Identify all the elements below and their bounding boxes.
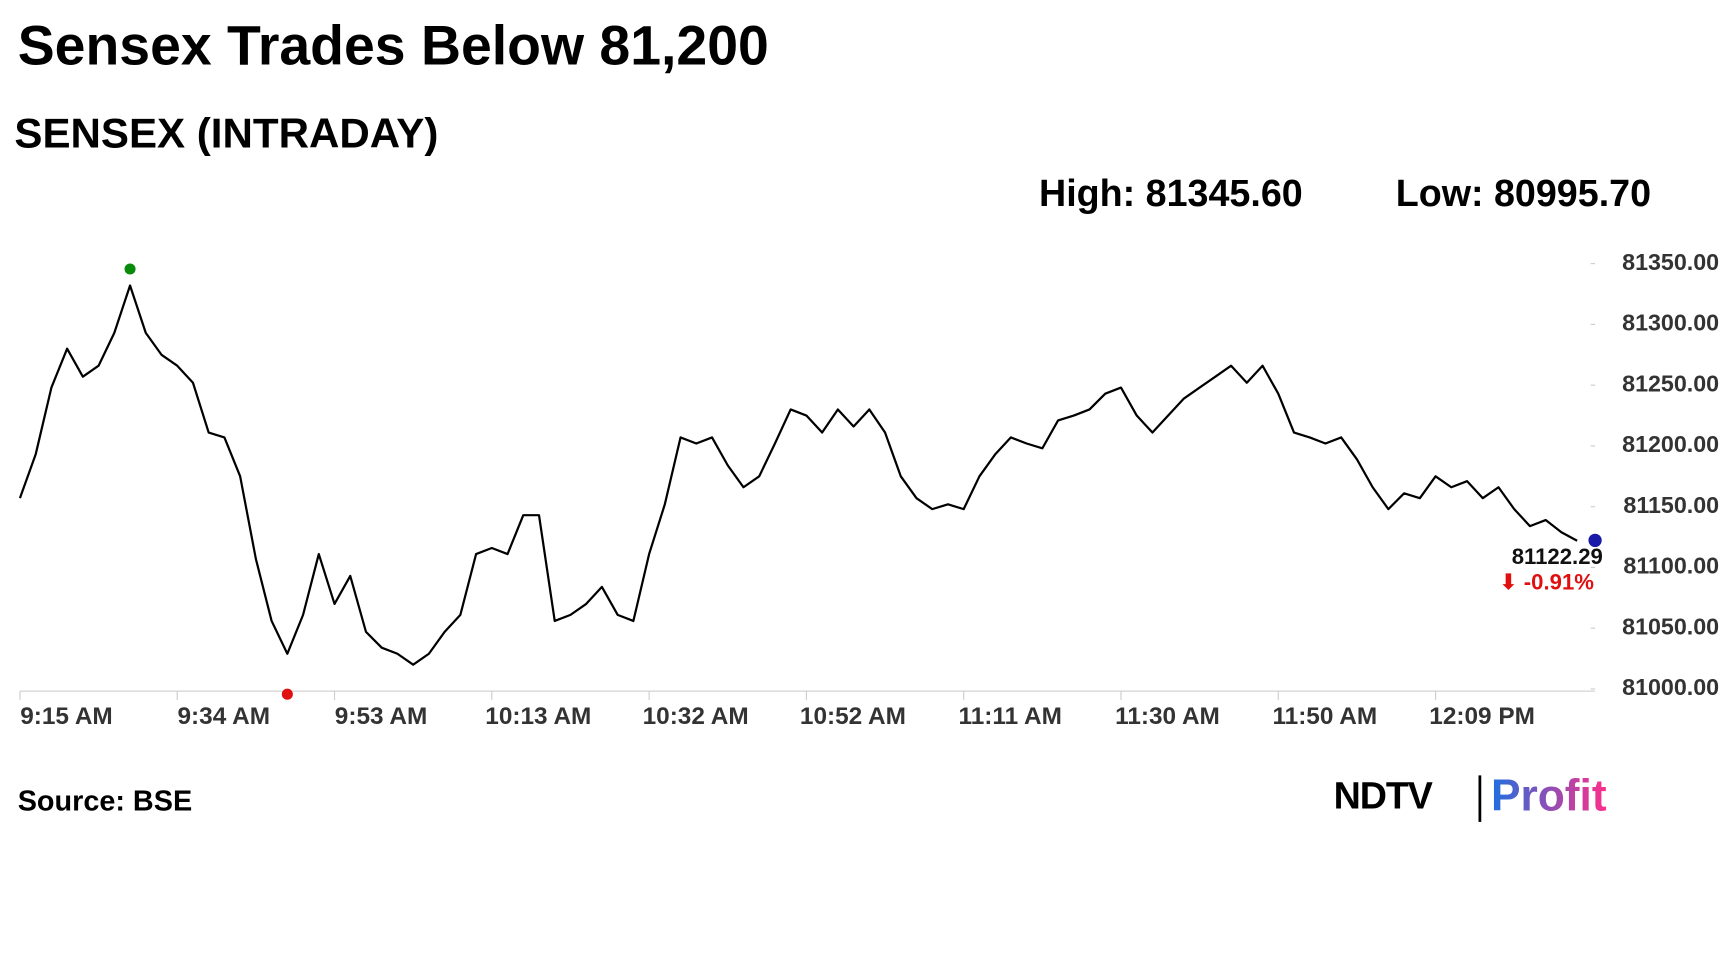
y-tick-label: 81300.00 — [1622, 310, 1719, 336]
x-tick-label: 12:09 PM — [1429, 703, 1535, 730]
x-tick-label: 11:50 AM — [1272, 703, 1377, 730]
last-value-label: 81122.29 — [1512, 544, 1603, 569]
x-tick-label: 10:13 AM — [485, 703, 591, 730]
last-marker — [1588, 533, 1602, 548]
y-tick-label: 81350.00 — [1622, 249, 1719, 275]
y-tick-label: 81050.00 — [1622, 613, 1719, 639]
source: Source: BSE — [18, 786, 192, 818]
y-tick-label: 81100.00 — [1623, 553, 1719, 579]
high-label: High: 81345.60 — [1039, 172, 1303, 214]
chart-subtitle: SENSEX (INTRADAY) — [14, 109, 438, 156]
x-tick-label: 10:52 AM — [800, 703, 906, 730]
y-tick-label: 81250.00 — [1622, 370, 1719, 396]
x-tick-label: 11:11 AM — [959, 703, 1062, 730]
low-marker — [281, 688, 293, 700]
logo: NDTV Profit — [1334, 771, 1607, 822]
high-marker — [124, 263, 136, 275]
y-tick-label: 81000.00 — [1622, 674, 1719, 700]
x-tick-label: 9:53 AM — [335, 703, 428, 730]
x-tick-label: 9:34 AM — [177, 703, 270, 730]
last-change-label: ⬇ -0.91% — [1499, 570, 1594, 595]
x-tick-label: 10:32 AM — [643, 703, 749, 730]
y-tick-label: 81200.00 — [1622, 431, 1719, 457]
logo-profit: Profit — [1491, 771, 1607, 820]
chart-title: Sensex Trades Below 81,200 — [18, 14, 769, 76]
logo-ndtv: NDTV — [1334, 775, 1433, 817]
x-tick-label: 11:30 AM — [1115, 703, 1220, 730]
x-tick-label: 9:15 AM — [20, 703, 113, 730]
y-tick-label: 81150.00 — [1623, 492, 1719, 518]
price-line — [18, 284, 1578, 666]
low-label: Low: 80995.70 — [1396, 172, 1651, 214]
